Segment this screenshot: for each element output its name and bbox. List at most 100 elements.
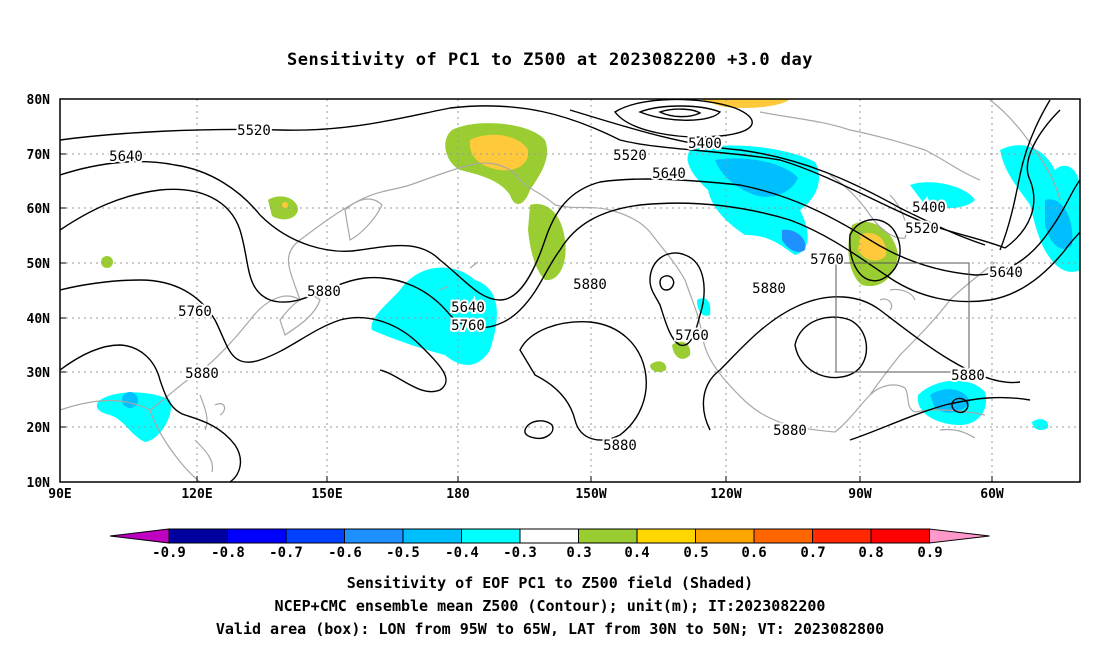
contour-label-5880-asia: 5880 (185, 366, 219, 382)
map-plot-area (60, 99, 1080, 482)
contour-label-5760-east: 5760 (810, 252, 844, 268)
colorbar-cells (109, 528, 990, 544)
caption-shading: Sensitivity of EOF PC1 to Z500 field (Sh… (346, 574, 754, 592)
lat-label-60n: 60N (27, 202, 51, 217)
lat-label-50n: 50N (27, 257, 51, 272)
contour-labels: 5520 5640 5760 5880 5880 5640 5760 5880 … (107, 121, 1025, 456)
lon-label-150e: 150E (311, 487, 342, 502)
contour-label-5880-low: 5880 (603, 438, 637, 454)
colorbar-label: -0.3 (503, 545, 537, 561)
contour-greenland (999, 99, 1051, 251)
lat-lon-grid (60, 99, 1080, 482)
colorbar-label: -0.8 (211, 545, 245, 561)
contour-label-5520-pacific: 5520 (237, 123, 271, 139)
shade-pacific-negative (371, 267, 497, 365)
lat-label-80n: 80N (27, 93, 51, 108)
shade-scs-negative (96, 392, 171, 442)
contour-5880-carib-outer (849, 396, 1031, 441)
lon-label-120e: 120E (181, 487, 212, 502)
contour-5640 (60, 160, 1080, 301)
caption-valid-area: Valid area (box): LON from 95W to 65W, L… (215, 620, 885, 638)
coast-greenland (989, 99, 1061, 201)
colorbar-label: 0.8 (858, 545, 883, 561)
shade-arctic-positive (700, 99, 790, 108)
contour-label-5760-dateline: 5760 (451, 318, 485, 334)
lat-label-40n: 40N (27, 312, 51, 327)
colorbar-cell (695, 528, 755, 544)
contour-5880-mid (60, 344, 242, 482)
contour-label-5760-low: 5760 (675, 328, 709, 344)
lon-label-60w: 60W (980, 487, 1004, 502)
colorbar-cell (461, 528, 521, 544)
colorbar-cell (812, 528, 872, 544)
lat-label-70n: 70N (27, 148, 51, 163)
colorbar-cell (402, 528, 462, 544)
lon-label-180: 180 (446, 487, 470, 502)
contour-5760 (60, 188, 1080, 329)
lon-label-90e: 90E (48, 487, 71, 502)
shade-labrador-negative (910, 182, 975, 209)
contour-5880-cutoff-small (659, 275, 675, 291)
colorbar-cell (285, 528, 345, 544)
sensitivity-shading (96, 99, 1080, 442)
chart-title: Sensitivity of PC1 to Z500 at 2023082200… (286, 50, 813, 70)
caption-contour: NCEP+CMC ensemble mean Z500 (Contour); u… (274, 597, 826, 615)
lon-label-120w: 120W (710, 487, 741, 502)
shade-bering-core (469, 134, 529, 171)
colorbar: -0.9 -0.8 -0.7 -0.6 -0.5 -0.4 -0.3 0.3 0… (109, 528, 990, 561)
coast-caribbean (914, 409, 986, 439)
colorbar-arrow-max (929, 528, 990, 544)
contour-label-5520-alaska: 5520 (613, 148, 647, 164)
colorbar-label: 0.3 (566, 545, 591, 561)
colorbar-label: 0.6 (741, 545, 766, 561)
contour-5520-north (60, 105, 1006, 249)
coast-north-america-west (649, 231, 836, 433)
colorbar-label: 0.7 (800, 545, 825, 561)
lat-labels: 80N 70N 60N 50N 40N 30N 20N 10N (27, 93, 51, 491)
contour-5400 (569, 109, 986, 246)
coast-kamchatka (344, 198, 383, 241)
coast-taiwan-philippines (194, 394, 226, 473)
contour-label-5640-dateline: 5640 (451, 300, 485, 316)
contour-5880-small (524, 420, 554, 440)
colorbar-label: -0.9 (152, 545, 186, 561)
contour-5880-us-loop (794, 316, 868, 379)
colorbar-cell (344, 528, 404, 544)
lon-labels: 90E 120E 150E 180 150W 120W 90W 60W (48, 487, 1004, 502)
contour-label-5880-east-pacific: 5880 (573, 277, 607, 293)
contour-label-5400-arctic: 5400 (688, 136, 722, 152)
contour-5880-us (702, 296, 1021, 431)
contour-5880-caribbean (951, 397, 969, 414)
valid-area-box (835, 262, 970, 373)
coast-hudson-bay (829, 174, 907, 239)
colorbar-label: -0.4 (445, 545, 479, 561)
contour-5760-cutoff (649, 252, 705, 347)
contour-5400-arctic-loop (613, 99, 753, 138)
colorbar-label: -0.5 (386, 545, 420, 561)
plot-frame (59, 98, 1081, 483)
lon-label-150w: 150W (575, 487, 606, 502)
shade-asia-dot (101, 256, 113, 268)
contour-label-5880-mexico: 5880 (773, 423, 807, 439)
contour-label-5880-nw-pacific: 5880 (307, 284, 341, 300)
contour-5760-east-loop (849, 218, 901, 282)
colorbar-cell (168, 528, 228, 544)
colorbar-cell (227, 528, 287, 544)
colorbar-label: -0.7 (269, 545, 303, 561)
colorbar-label: -0.6 (328, 545, 362, 561)
colorbar-label: 0.4 (624, 545, 649, 561)
colorbar-cell (753, 528, 813, 544)
colorbar-label: 0.9 (917, 545, 942, 561)
shade-greenland-negative (1000, 145, 1080, 272)
z500-contours (60, 99, 1080, 482)
contour-label-5760-west: 5760 (178, 304, 212, 320)
contour-label-5640-east: 5640 (989, 265, 1023, 281)
colorbar-cell (870, 528, 930, 544)
coast-us-east (869, 261, 996, 396)
tick-marks (60, 98, 993, 483)
lon-label-90w: 90W (848, 487, 872, 502)
contour-label-5640-west: 5640 (109, 149, 143, 165)
colorbar-labels: -0.9 -0.8 -0.7 -0.6 -0.5 -0.4 -0.3 0.3 0… (152, 545, 943, 561)
lat-label-30n: 30N (27, 366, 51, 381)
coast-japan (279, 295, 321, 336)
